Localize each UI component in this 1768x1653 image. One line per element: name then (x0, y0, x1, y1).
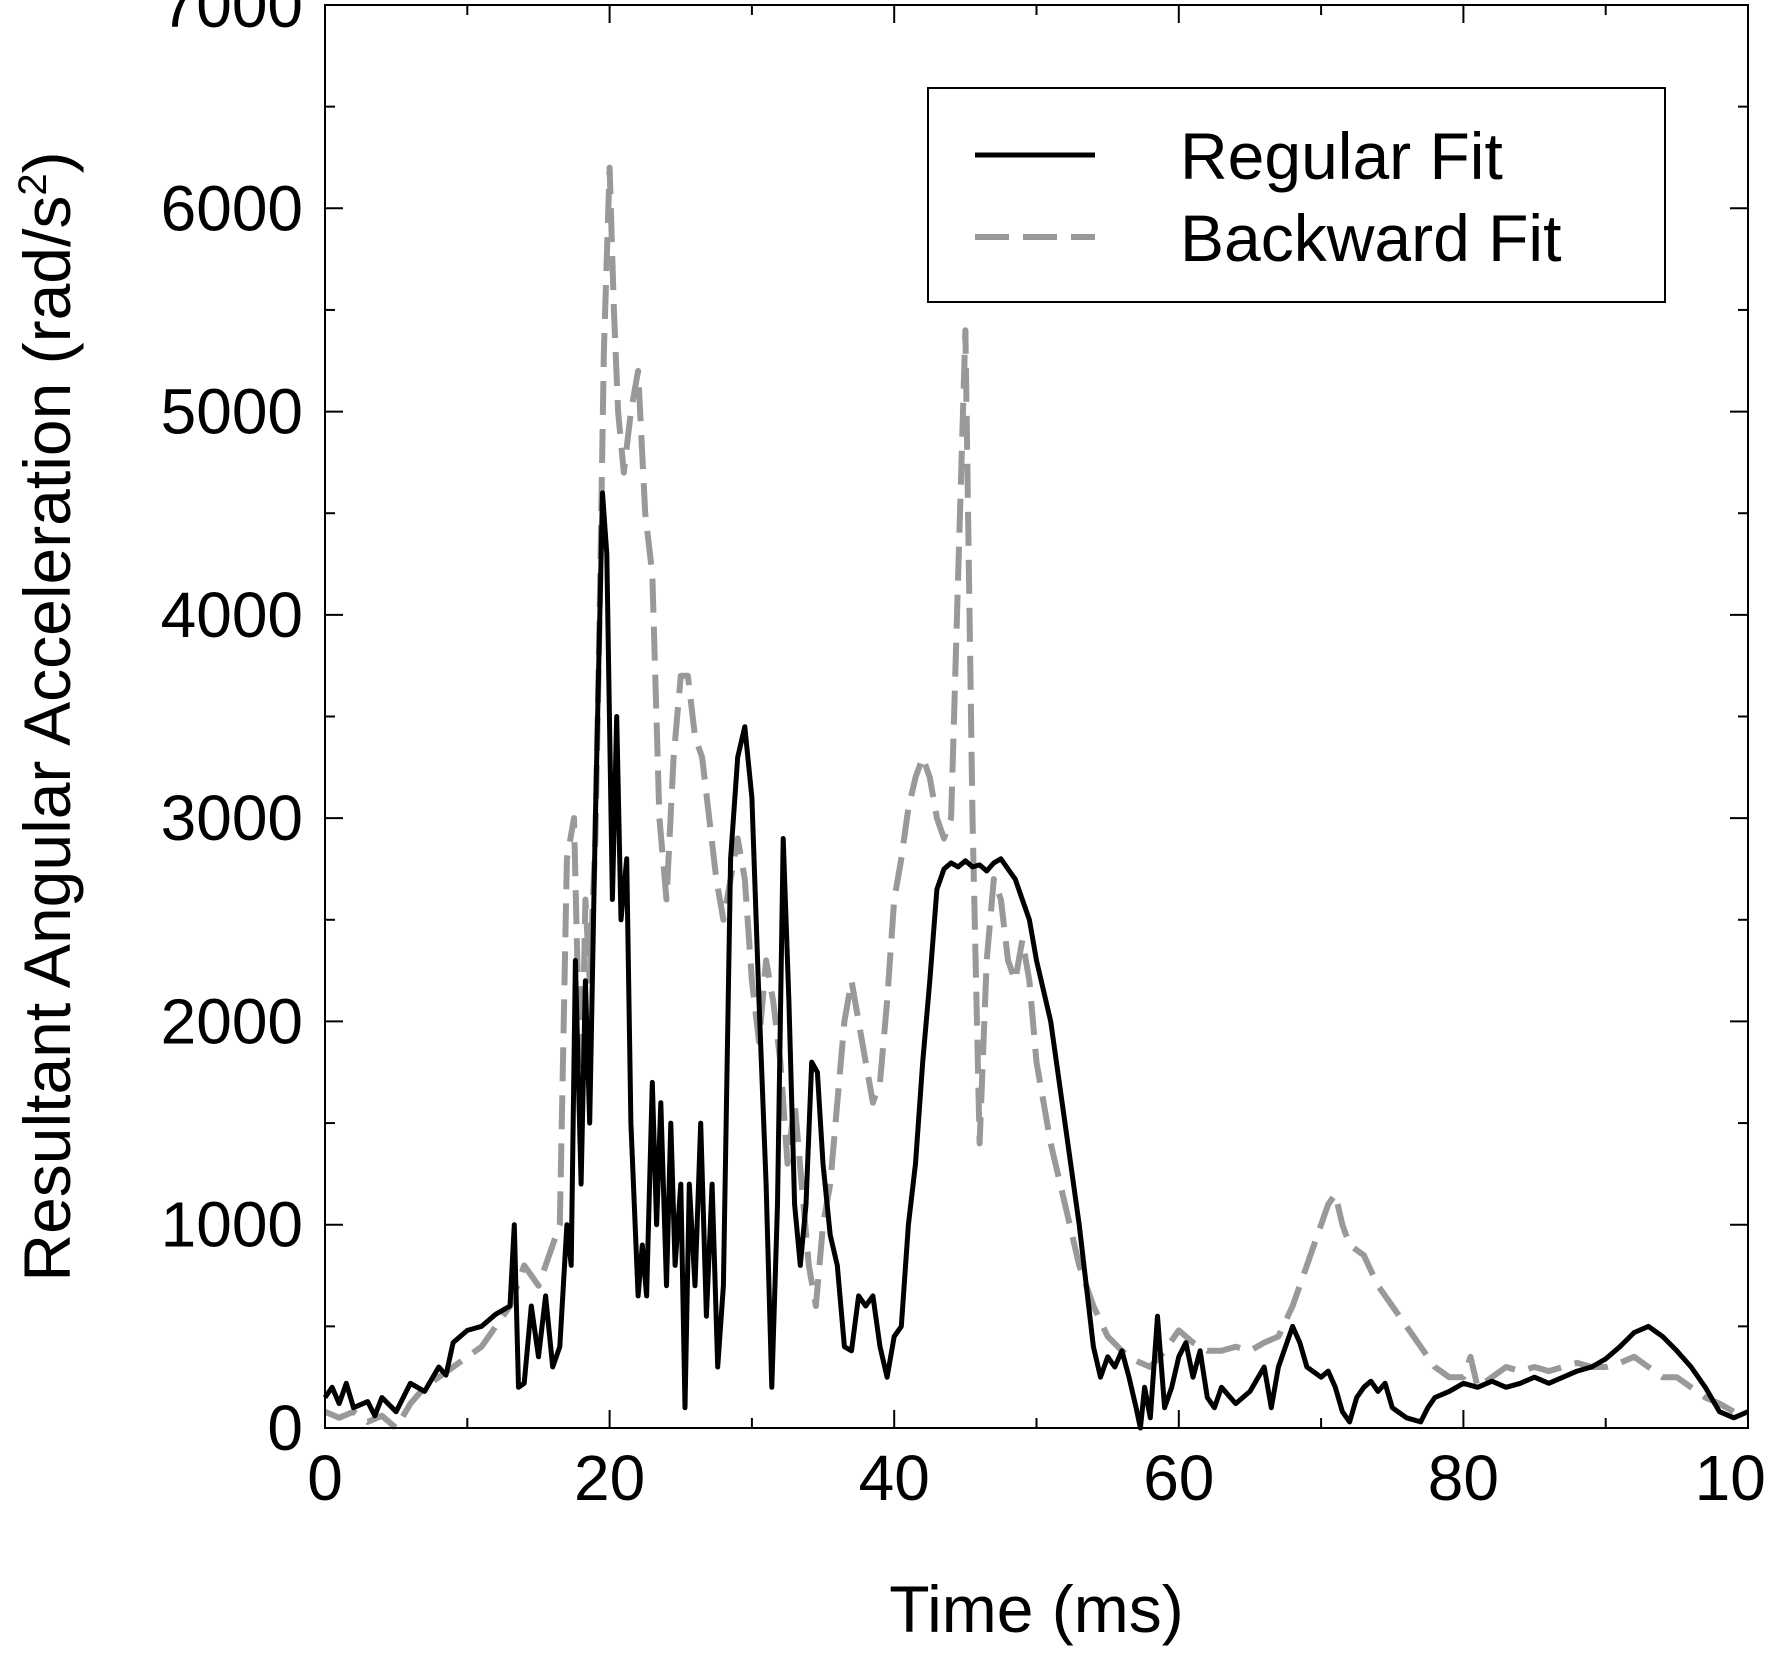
y-tick-label: 1000 (161, 1189, 303, 1261)
x-tick-label: 0 (307, 1442, 343, 1514)
y-tick-label: 2000 (161, 985, 303, 1057)
y-tick-label: 7000 (161, 0, 303, 41)
y-axis-title-superscript: 2 (11, 173, 55, 195)
y-axis-title-close: ) (10, 151, 84, 173)
x-tick-label: 100 (1695, 1442, 1768, 1514)
series-line-backward-fit (323, 164, 1749, 1431)
x-tick-label: 20 (574, 1442, 645, 1514)
y-tick-labels: 0 1000 2000 3000 4000 5000 6000 7000 (161, 0, 303, 1464)
legend-box (927, 87, 1666, 303)
y-tick-label: 3000 (161, 782, 303, 854)
x-tick-label: 60 (1143, 1442, 1214, 1514)
y-tick-label: 6000 (161, 172, 303, 244)
series-lines (322, 164, 1749, 1431)
x-axis-title: Time (ms) (889, 1572, 1184, 1646)
legend: Regular Fit Backward Fit (927, 87, 1666, 303)
legend-label-backward-fit: Backward Fit (1180, 201, 1561, 275)
y-axis-title-main: Resultant Angular Acceleration (rad/s (10, 196, 84, 1282)
axis-ticks (324, 4, 1749, 1429)
y-axis-title: Resultant Angular Acceleration (rad/s2) (10, 151, 84, 1281)
legend-label-regular-fit: Regular Fit (1180, 119, 1503, 193)
y-tick-label: 0 (267, 1392, 303, 1464)
x-tick-label: 40 (859, 1442, 930, 1514)
x-tick-labels: 0 20 40 60 80 100 (307, 1442, 1768, 1514)
y-tick-label: 4000 (161, 579, 303, 651)
x-tick-label: 80 (1428, 1442, 1499, 1514)
y-tick-label: 5000 (161, 376, 303, 448)
series-line-regular-fit (322, 490, 1749, 1431)
